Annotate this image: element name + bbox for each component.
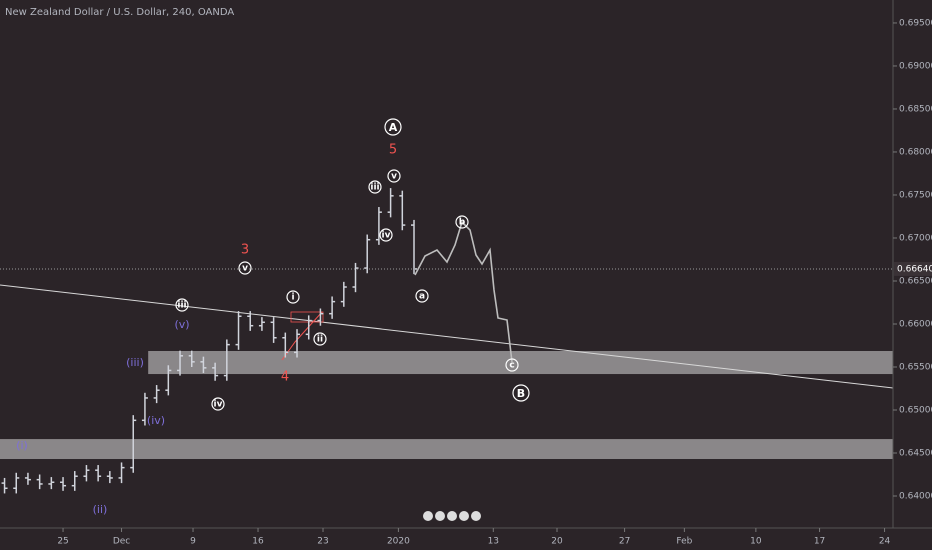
wave-label: a	[419, 292, 425, 302]
event-icon	[435, 511, 445, 521]
wave-label: iv	[382, 231, 391, 241]
projection-path	[414, 220, 513, 363]
chart-title: New Zealand Dollar / U.S. Dollar, 240, O…	[5, 7, 234, 18]
wave-label: (ii)	[93, 503, 108, 516]
wave-label: (iv)	[147, 414, 165, 427]
x-tick-label: 25	[57, 537, 68, 547]
label-circle	[175, 298, 189, 312]
label-circle	[368, 180, 382, 194]
x-tick-label: 9	[190, 537, 196, 547]
label-circle	[286, 290, 300, 304]
label-circle	[455, 215, 469, 229]
wave-label: v	[391, 172, 397, 182]
wave-label: (v)	[174, 318, 189, 331]
x-tick-label: 23	[317, 537, 328, 547]
label-circle	[387, 169, 401, 183]
x-tick-label: Dec	[113, 537, 130, 547]
wave-label: b	[459, 218, 466, 228]
x-tick-label: 17	[814, 537, 825, 547]
wave-label: v	[242, 264, 248, 274]
wave-label: (iii)	[126, 356, 144, 369]
wave-label: ii	[317, 335, 323, 345]
y-tick-label: 0.69500	[899, 18, 932, 28]
label-circle	[379, 228, 393, 242]
wave-labels: A 5 v iii iv b a c B 3 v i ii 4 iii (v) …	[16, 118, 530, 516]
x-tick-label: 16	[252, 537, 264, 547]
x-tick-label: Feb	[676, 537, 692, 547]
last-price-box	[894, 261, 932, 276]
x-tick-label: 20	[551, 537, 563, 547]
event-icons	[423, 511, 481, 521]
wave-label: 5	[389, 143, 397, 158]
x-tick-label: 13	[488, 537, 499, 547]
label-circle	[505, 358, 519, 372]
x-tick-label: 2020	[387, 537, 410, 547]
label-circle	[238, 261, 252, 275]
label-circle	[512, 384, 530, 402]
wave-label: A	[389, 121, 398, 134]
wave-box	[290, 311, 324, 323]
label-circle	[211, 397, 225, 411]
event-icon	[447, 511, 457, 521]
wave-label: 4	[281, 370, 289, 385]
zone	[0, 439, 893, 460]
label-circle	[313, 332, 327, 346]
wave-label: (i)	[16, 439, 28, 452]
label-circle	[415, 289, 429, 303]
event-icon	[471, 511, 481, 521]
wave-label: iv	[214, 400, 223, 410]
label-circle	[384, 118, 402, 136]
event-icon	[423, 511, 433, 521]
wave-label: i	[291, 293, 294, 303]
wave-label: iii	[177, 301, 186, 311]
zone	[148, 350, 893, 375]
trend-line	[0, 284, 894, 389]
wave-label: B	[517, 387, 525, 400]
x-tick-label: 27	[619, 537, 630, 547]
event-icon	[459, 511, 469, 521]
wave-label: c	[509, 361, 514, 371]
x-tick-label: 24	[879, 537, 891, 547]
last-price-label: 0.66640	[897, 264, 932, 274]
wave-label: 3	[241, 243, 249, 258]
x-tick-label: 10	[750, 537, 762, 547]
wave-label: iii	[370, 183, 379, 193]
